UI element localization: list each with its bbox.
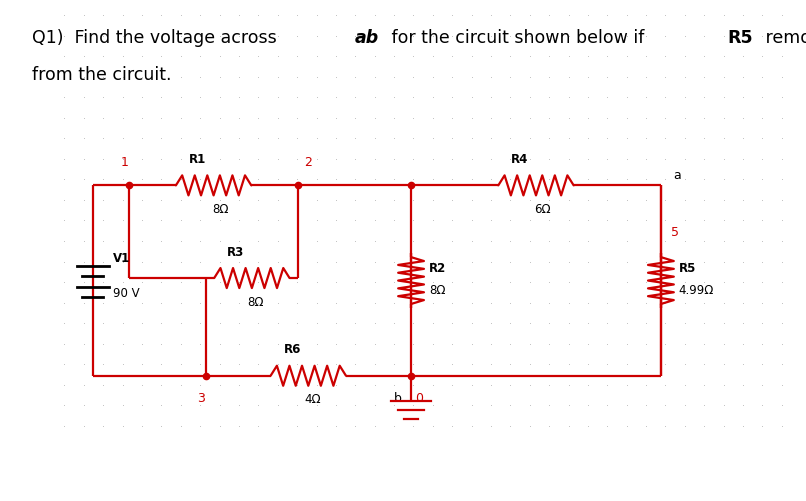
Text: 1: 1 (121, 156, 129, 169)
Text: R1: R1 (189, 153, 206, 166)
Text: a: a (673, 169, 681, 182)
Text: R5: R5 (679, 262, 696, 275)
Text: for the circuit shown below if: for the circuit shown below if (386, 29, 650, 47)
Text: R6: R6 (284, 343, 301, 356)
Text: R4: R4 (511, 153, 529, 166)
Text: 90 V: 90 V (113, 287, 139, 300)
Text: 4.99Ω: 4.99Ω (679, 284, 714, 297)
Text: 8Ω: 8Ω (247, 296, 264, 309)
Text: R2: R2 (429, 262, 446, 275)
Text: 4Ω: 4Ω (304, 393, 321, 406)
Text: removed: removed (760, 29, 806, 47)
Text: 2: 2 (304, 156, 312, 169)
Text: 0: 0 (415, 392, 423, 405)
Text: Q1)  Find the voltage across: Q1) Find the voltage across (32, 29, 282, 47)
Text: 6Ω: 6Ω (534, 203, 550, 216)
Text: 8Ω: 8Ω (212, 203, 228, 216)
Text: R3: R3 (227, 245, 244, 259)
Text: R5: R5 (727, 29, 753, 47)
Text: ab: ab (355, 29, 380, 47)
Text: from the circuit.: from the circuit. (32, 66, 172, 84)
Text: 3: 3 (197, 392, 206, 405)
Text: V1: V1 (113, 252, 130, 265)
Text: b: b (394, 392, 402, 405)
Text: 8Ω: 8Ω (429, 284, 445, 297)
Text: 5: 5 (671, 226, 679, 239)
